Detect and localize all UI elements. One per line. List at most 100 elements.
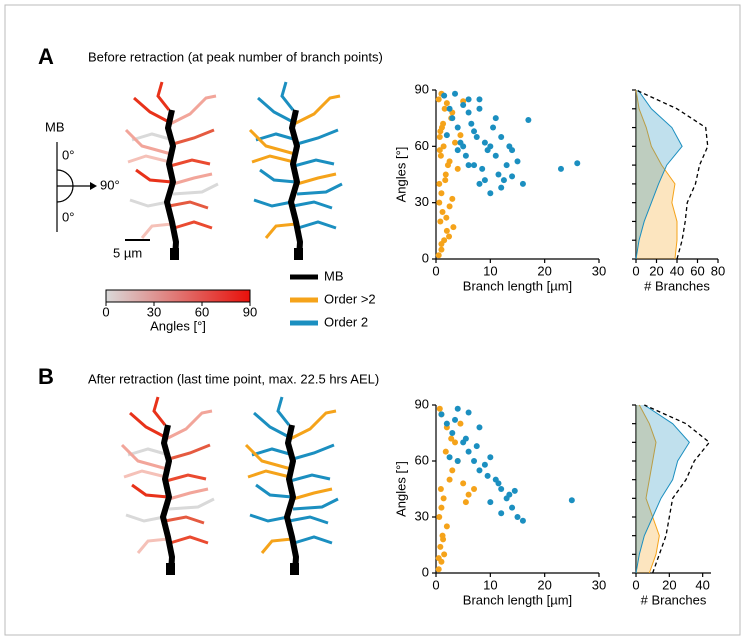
x-axis-label: Branch length [µm] bbox=[463, 278, 572, 293]
point bbox=[435, 252, 442, 259]
point bbox=[440, 536, 447, 543]
point bbox=[481, 461, 488, 468]
x-axis-label: # Branches bbox=[641, 592, 707, 607]
point bbox=[568, 497, 575, 504]
branch bbox=[120, 443, 168, 471]
branch bbox=[169, 94, 217, 126]
point bbox=[490, 124, 497, 131]
trunk-base bbox=[294, 248, 303, 260]
point bbox=[443, 214, 450, 221]
branch bbox=[131, 483, 169, 499]
point bbox=[435, 96, 442, 103]
legend-label: Order 2 bbox=[324, 314, 368, 329]
point bbox=[435, 555, 442, 562]
trunk-base bbox=[290, 563, 299, 575]
x-tick-label: 0 bbox=[632, 263, 639, 278]
point bbox=[446, 105, 453, 112]
branch bbox=[129, 198, 169, 208]
point bbox=[438, 246, 445, 253]
y-tick-label: 60 bbox=[415, 452, 429, 467]
branch bbox=[296, 182, 343, 196]
point bbox=[440, 120, 447, 127]
branch bbox=[131, 132, 174, 142]
point bbox=[440, 143, 447, 150]
branch bbox=[296, 172, 337, 186]
branch bbox=[293, 158, 335, 168]
point bbox=[557, 165, 564, 172]
point bbox=[446, 158, 453, 165]
branch bbox=[172, 172, 213, 186]
point bbox=[435, 566, 442, 573]
branch bbox=[152, 396, 167, 426]
x-tick-label: 40 bbox=[670, 263, 684, 278]
angle-key-bottom: 0° bbox=[62, 209, 74, 224]
branch bbox=[123, 469, 167, 479]
point bbox=[436, 133, 443, 140]
branch bbox=[172, 128, 215, 146]
x-tick-label: 0 bbox=[432, 263, 439, 278]
x-tick-label: 20 bbox=[662, 577, 676, 592]
profile-line bbox=[635, 89, 683, 260]
point bbox=[498, 184, 505, 191]
point bbox=[452, 139, 459, 146]
point bbox=[448, 435, 455, 442]
branch bbox=[260, 537, 293, 554]
branch bbox=[259, 168, 297, 184]
branch bbox=[165, 409, 213, 441]
neuron-drawings bbox=[120, 81, 343, 575]
y-tick-label: 90 bbox=[415, 81, 429, 96]
point bbox=[509, 504, 516, 511]
branch bbox=[124, 128, 172, 156]
angle-key-side: 90° bbox=[100, 177, 120, 192]
x-tick-label: 30 bbox=[592, 263, 606, 278]
point bbox=[436, 180, 443, 187]
point bbox=[446, 454, 453, 461]
point bbox=[492, 115, 499, 122]
point bbox=[442, 177, 449, 184]
x-axis-label: Branch length [µm] bbox=[463, 592, 572, 607]
y-axis-label: Angles [°] bbox=[393, 461, 408, 517]
panel-title: After retraction (last time point, max. … bbox=[88, 371, 379, 386]
point bbox=[465, 109, 472, 116]
point bbox=[511, 487, 518, 494]
branch bbox=[276, 396, 291, 426]
point bbox=[468, 120, 475, 127]
trunk-base bbox=[166, 563, 175, 575]
branch bbox=[289, 473, 331, 483]
point bbox=[471, 458, 478, 464]
branch bbox=[297, 220, 337, 230]
branch bbox=[255, 483, 293, 499]
point bbox=[438, 240, 445, 247]
point bbox=[452, 90, 459, 97]
legend-label: Order >2 bbox=[324, 291, 376, 306]
point bbox=[438, 504, 445, 511]
point bbox=[498, 133, 505, 140]
branch bbox=[292, 487, 333, 501]
point bbox=[437, 486, 444, 492]
point bbox=[514, 514, 521, 520]
scale-bar-label: 5 µm bbox=[113, 245, 142, 260]
branch bbox=[172, 182, 219, 196]
point bbox=[514, 158, 521, 165]
branch bbox=[255, 132, 298, 142]
y-tick-label: 30 bbox=[415, 508, 429, 523]
point bbox=[449, 195, 456, 202]
point bbox=[457, 420, 464, 427]
x-tick-label: 40 bbox=[695, 577, 709, 592]
point bbox=[525, 117, 532, 124]
point bbox=[471, 128, 478, 135]
branch bbox=[168, 487, 209, 501]
point bbox=[454, 124, 461, 131]
panel-label: B bbox=[38, 364, 54, 389]
point bbox=[487, 190, 494, 197]
angle-key-axis: MB bbox=[45, 119, 65, 134]
y-tick-label: 0 bbox=[422, 564, 429, 579]
point bbox=[454, 147, 461, 154]
branch bbox=[169, 158, 211, 168]
point bbox=[443, 227, 450, 234]
point bbox=[436, 147, 443, 154]
point bbox=[481, 177, 488, 184]
branch bbox=[136, 537, 169, 554]
point bbox=[503, 162, 510, 169]
